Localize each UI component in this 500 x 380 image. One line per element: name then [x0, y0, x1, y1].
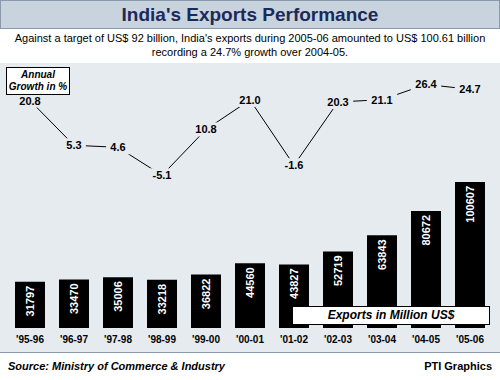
svg-text:10.8: 10.8: [195, 123, 216, 135]
svg-text:31797: 31797: [24, 286, 36, 317]
svg-text:'95-96: '95-96: [16, 334, 44, 345]
html-text:Against a target of US$ 92 bil: Against a target of US$ 92 billion, Indi…: [14, 32, 486, 58]
svg-text:52719: 52719: [332, 255, 344, 286]
svg-text:'97-98: '97-98: [104, 334, 132, 345]
svg-text:80672: 80672: [420, 215, 432, 246]
html-text:Annual Growth in %: Annual Growth in %: [8, 69, 68, 92]
svg-text:'01-02: '01-02: [280, 334, 308, 345]
svg-text:26.4: 26.4: [415, 78, 437, 90]
svg-text:36822: 36822: [200, 279, 212, 310]
svg-text:'99-00: '99-00: [192, 334, 220, 345]
html-text:Source: Ministry of Commerce &: Source: Ministry of Commerce & Industry: [8, 360, 225, 372]
svg-text:'03-04: '03-04: [368, 334, 396, 345]
svg-text:4.6: 4.6: [110, 141, 125, 153]
svg-text:'96-97: '96-97: [60, 334, 88, 345]
svg-text:63843: 63843: [376, 239, 388, 270]
svg-text:33218: 33218: [156, 284, 168, 315]
html-text:PTI Graphics: PTI Graphics: [424, 360, 492, 372]
svg-text:21.1: 21.1: [371, 94, 392, 106]
svg-text:'05-06: '05-06: [456, 334, 484, 345]
svg-text:5.3: 5.3: [66, 139, 81, 151]
svg-text:'00-01: '00-01: [236, 334, 264, 345]
html-text:India's Exports Performance: India's Exports Performance: [121, 4, 379, 25]
svg-text:43827: 43827: [288, 268, 300, 299]
svg-text:24.7: 24.7: [459, 83, 480, 95]
svg-text:20.3: 20.3: [327, 96, 348, 108]
svg-text:21.0: 21.0: [239, 94, 260, 106]
svg-text:-5.1: -5.1: [153, 169, 172, 181]
svg-text:-1.6: -1.6: [285, 159, 304, 171]
svg-text:33470: 33470: [68, 283, 80, 314]
svg-text:100607: 100607: [464, 186, 476, 223]
svg-text:'98-99: '98-99: [148, 334, 176, 345]
svg-text:'02-03: '02-03: [324, 334, 352, 345]
svg-text:20.8: 20.8: [19, 95, 40, 107]
svg-text:'04-05: '04-05: [412, 334, 440, 345]
html-text:Exports in Million US$: Exports in Million US$: [327, 308, 455, 322]
svg-text:44560: 44560: [244, 267, 256, 298]
svg-text:35006: 35006: [112, 281, 124, 312]
